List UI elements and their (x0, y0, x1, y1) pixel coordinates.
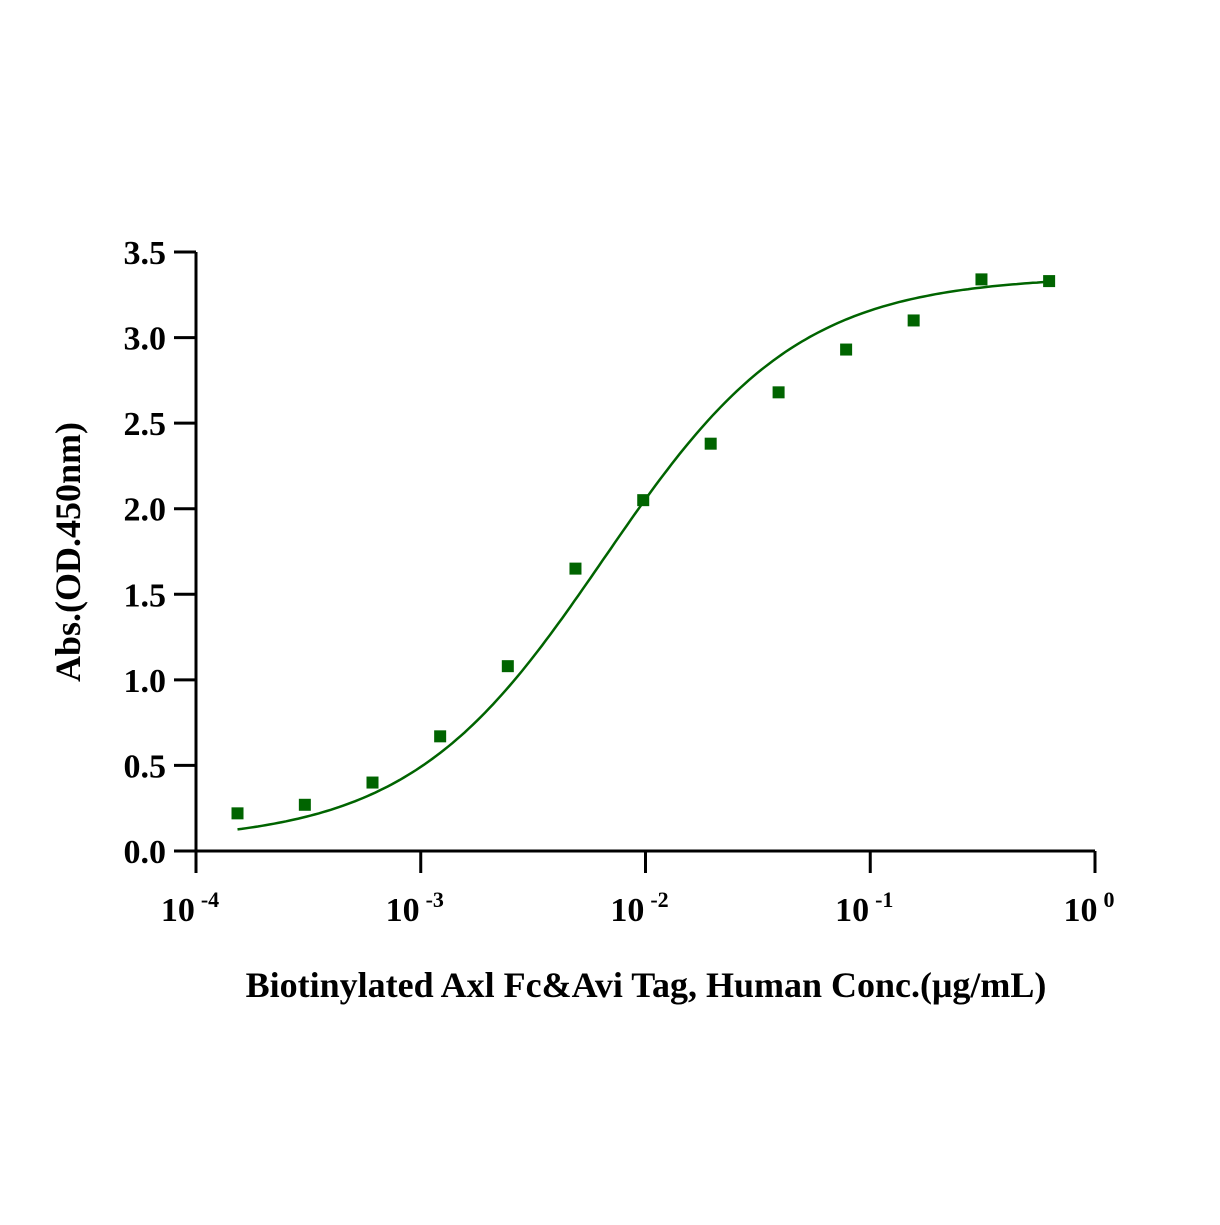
x-axis-label: Biotinylated Axl Fc&Avi Tag, Human Conc.… (246, 965, 1047, 1005)
x-tick-base: 10 (1064, 892, 1098, 929)
x-tick-exponent: 0 (1104, 887, 1115, 912)
x-tick-label: 10 -3 (386, 887, 444, 929)
data-point (366, 776, 379, 789)
x-tick-base: 10 (161, 892, 195, 929)
y-tick-label: 2.0 (124, 492, 167, 529)
y-tick-label: 1.0 (124, 663, 167, 700)
data-point (637, 494, 650, 507)
x-tick-base: 10 (835, 892, 869, 929)
data-point (1043, 275, 1056, 288)
data-point (501, 660, 514, 673)
y-tick-label: 3.5 (124, 235, 167, 272)
x-tick-label: 10 -2 (610, 887, 668, 929)
data-point (772, 386, 785, 399)
data-point (907, 314, 920, 327)
x-tick-exponent: -3 (426, 887, 444, 912)
data-point (840, 343, 853, 356)
x-tick-exponent: -4 (201, 887, 219, 912)
y-tick-label: 0.5 (124, 748, 167, 785)
x-tick-base: 10 (610, 892, 644, 929)
x-tick-exponent: -1 (875, 887, 893, 912)
data-point (569, 562, 582, 575)
axes: 0.00.51.01.52.02.53.03.510 -4 10 -3 10 -2 10 -1… (124, 235, 1115, 929)
data-point (231, 807, 244, 820)
fit-curve (237, 280, 1050, 831)
x-tick-base: 10 (386, 892, 420, 929)
y-tick-label: 2.5 (124, 406, 167, 443)
data-point (298, 798, 311, 811)
y-tick-label: 3.0 (124, 321, 167, 358)
data-point (434, 730, 447, 743)
fit-curve-layer (237, 280, 1050, 831)
x-tick-label: 10 -4 (161, 887, 219, 929)
x-tick-label: 10 -1 (835, 887, 893, 929)
x-tick-label: 10 0 (1064, 887, 1115, 929)
data-point (704, 437, 717, 450)
y-axis-label: Abs.(OD.450nm) (48, 422, 88, 682)
y-tick-label: 1.5 (124, 577, 167, 614)
y-tick-label: 0.0 (124, 834, 167, 871)
data-point (975, 273, 988, 286)
data-points-layer (231, 273, 1056, 820)
x-tick-exponent: -2 (650, 887, 668, 912)
